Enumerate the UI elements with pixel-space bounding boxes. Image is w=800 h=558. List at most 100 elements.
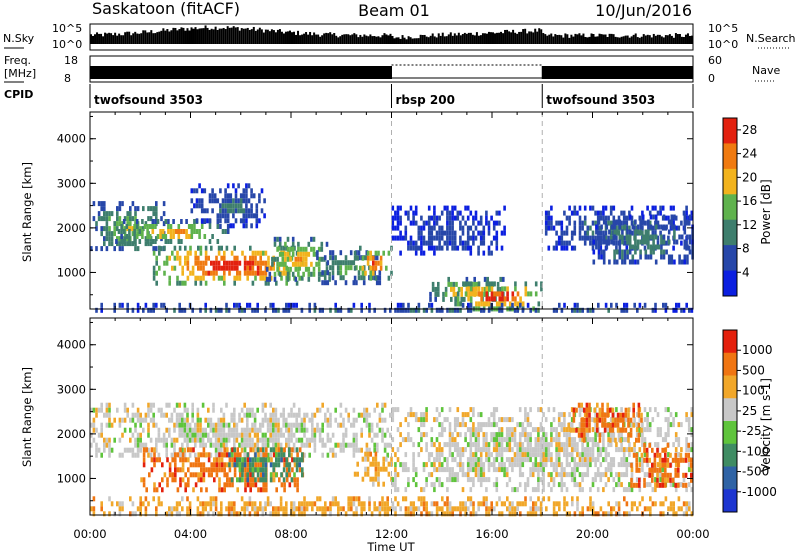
heatmap-cell bbox=[176, 255, 179, 261]
heatmap-cell bbox=[557, 240, 561, 246]
heatmap-cell bbox=[477, 301, 481, 307]
heatmap-cell bbox=[677, 467, 680, 473]
heatmap-cell bbox=[374, 275, 378, 281]
nsky-bar bbox=[678, 34, 681, 44]
heatmap-cell bbox=[534, 506, 538, 512]
heatmap-cell bbox=[173, 437, 176, 443]
heatmap-cell bbox=[526, 442, 530, 448]
heatmap-cell bbox=[178, 302, 181, 308]
heatmap-cell bbox=[103, 412, 106, 418]
heatmap-cell bbox=[187, 224, 191, 229]
heatmap-cell bbox=[635, 432, 639, 438]
heatmap-cell bbox=[329, 417, 332, 423]
heatmap-cell bbox=[178, 427, 181, 433]
heatmap-cell bbox=[202, 270, 205, 276]
heatmap-cell bbox=[664, 472, 667, 478]
heatmap-cell bbox=[326, 506, 330, 512]
heatmap-cell bbox=[407, 412, 410, 418]
heatmap-cell bbox=[248, 427, 252, 433]
heatmap-cell bbox=[378, 511, 382, 517]
heatmap-cell bbox=[516, 307, 519, 313]
heatmap-cell bbox=[529, 452, 532, 458]
nsky-bar bbox=[550, 33, 553, 44]
heatmap-cell bbox=[660, 234, 663, 240]
heatmap-cell bbox=[482, 467, 486, 473]
heatmap-cell bbox=[312, 271, 316, 277]
heatmap-cell bbox=[307, 276, 311, 282]
heatmap-cell bbox=[219, 224, 222, 229]
heatmap-cell bbox=[602, 487, 605, 493]
heatmap-cell bbox=[639, 249, 642, 255]
heatmap-cell bbox=[121, 246, 124, 252]
heatmap-cell bbox=[342, 432, 345, 438]
heatmap-cell bbox=[274, 407, 278, 413]
heatmap-cell bbox=[547, 447, 551, 453]
heatmap-cell bbox=[113, 302, 116, 308]
nsky-bar bbox=[307, 34, 310, 44]
heatmap-cell bbox=[440, 467, 444, 473]
heatmap-cell bbox=[243, 447, 247, 453]
heatmap-cell bbox=[256, 511, 259, 517]
heatmap-cell bbox=[479, 462, 483, 468]
heatmap-cell bbox=[443, 511, 447, 517]
heatmap-cell bbox=[687, 482, 691, 488]
nsky-bar bbox=[415, 38, 418, 44]
heatmap-cell bbox=[183, 422, 187, 428]
heatmap-cell bbox=[242, 213, 246, 219]
heatmap-cell bbox=[220, 265, 223, 271]
heatmap-cell bbox=[599, 462, 603, 468]
heatmap-cell bbox=[683, 259, 687, 265]
heatmap-cell bbox=[186, 412, 189, 418]
heatmap-cell bbox=[195, 198, 199, 204]
heatmap-cell bbox=[147, 412, 150, 418]
heatmap-cell bbox=[466, 225, 470, 231]
heatmap-cell bbox=[95, 452, 98, 458]
colorbar-tick-label: -25 bbox=[742, 424, 762, 438]
heatmap-cell bbox=[626, 229, 629, 235]
heatmap-cell bbox=[391, 482, 395, 488]
heatmap-cell bbox=[245, 213, 248, 219]
heatmap-cell bbox=[640, 452, 644, 458]
heatmap-cell bbox=[425, 412, 428, 418]
heatmap-cell bbox=[542, 472, 545, 478]
heatmap-cell bbox=[174, 467, 177, 473]
heatmap-cell bbox=[482, 230, 486, 236]
nsky-bar bbox=[182, 27, 185, 44]
heatmap-cell bbox=[136, 452, 140, 458]
heatmap-cell bbox=[427, 225, 431, 231]
heatmap-cell bbox=[511, 501, 514, 507]
heatmap-cell bbox=[516, 501, 519, 507]
heatmap-cell bbox=[638, 302, 642, 308]
heatmap-cell bbox=[673, 234, 676, 240]
heatmap-cell bbox=[477, 462, 480, 468]
heatmap-cell bbox=[246, 442, 249, 448]
heatmap-cell bbox=[225, 402, 228, 408]
heatmap-cell bbox=[628, 210, 631, 216]
nsky-bar bbox=[429, 35, 432, 44]
heatmap-cell bbox=[544, 447, 548, 453]
heatmap-cell bbox=[602, 230, 605, 236]
heatmap-cell bbox=[498, 452, 501, 458]
heatmap-cell bbox=[305, 437, 309, 443]
heatmap-cell bbox=[399, 442, 402, 448]
heatmap-cell bbox=[550, 472, 553, 478]
heatmap-cell bbox=[254, 250, 257, 256]
heatmap-cell bbox=[524, 286, 528, 292]
heatmap-cell bbox=[318, 506, 322, 512]
heatmap-cell bbox=[468, 291, 471, 297]
heatmap-cell bbox=[217, 447, 220, 453]
heatmap-cell bbox=[377, 250, 380, 256]
heatmap-cell bbox=[230, 477, 234, 483]
heatmap-cell bbox=[659, 477, 662, 483]
heatmap-cell bbox=[178, 255, 182, 261]
heatmap-cell bbox=[661, 437, 665, 443]
heatmap-cell bbox=[249, 462, 252, 468]
heatmap-cell bbox=[350, 307, 353, 313]
heatmap-cell bbox=[542, 447, 545, 453]
heatmap-cell bbox=[149, 206, 153, 212]
heatmap-cell bbox=[585, 422, 589, 428]
heatmap-cell bbox=[420, 432, 423, 438]
heatmap-cell bbox=[477, 506, 480, 512]
heatmap-cell bbox=[537, 506, 540, 512]
heatmap-cell bbox=[92, 427, 96, 433]
